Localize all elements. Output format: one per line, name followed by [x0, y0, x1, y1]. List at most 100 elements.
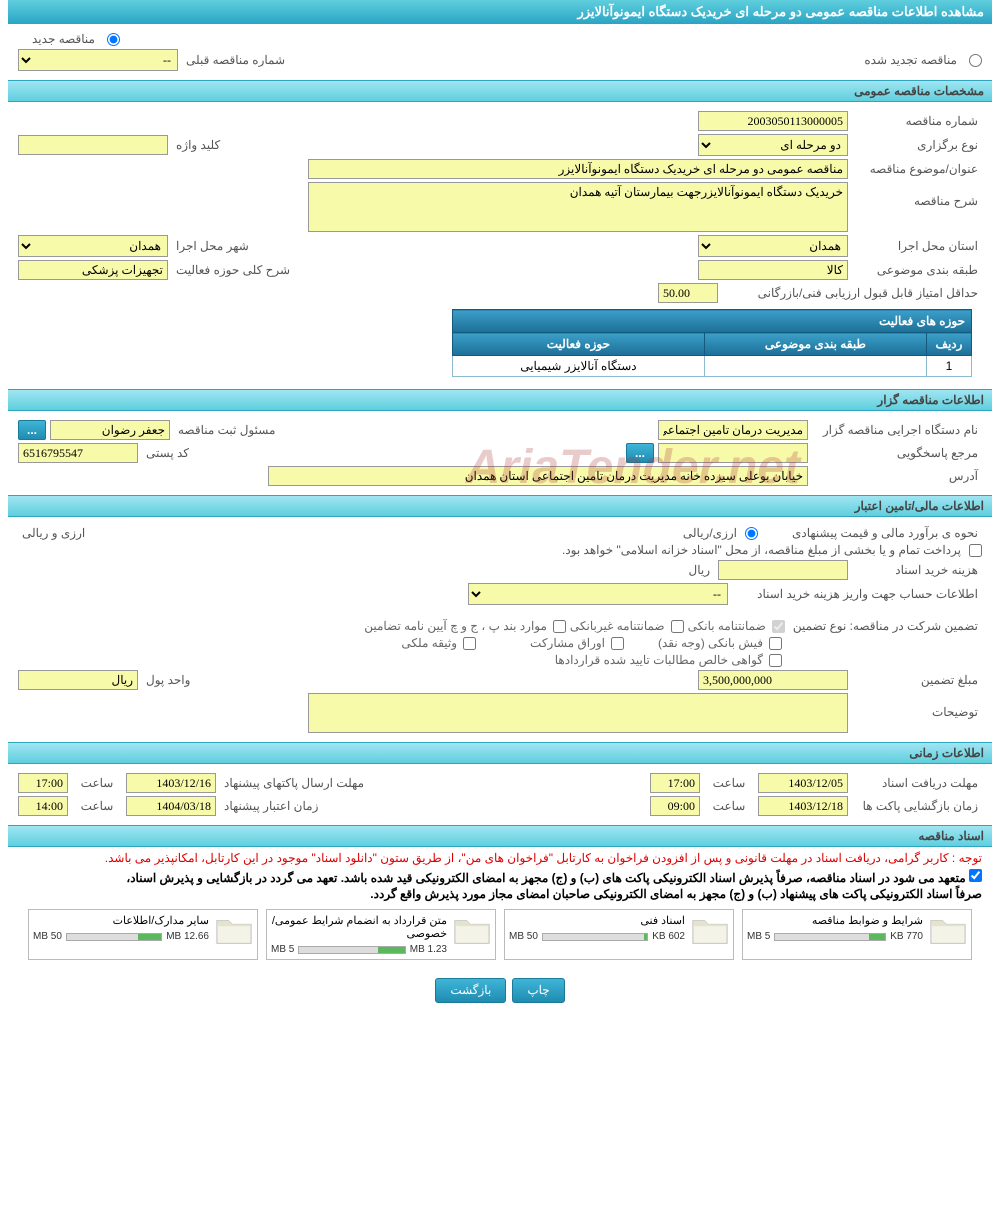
- cb7[interactable]: [769, 654, 782, 667]
- file-info: سایر مدارک/اطلاعات12.66 MB50 MB: [33, 914, 209, 942]
- file-info: اسناد فنی 602 KB50 MB: [509, 914, 685, 942]
- time-label-4: ساعت: [72, 799, 122, 813]
- cell-act: دستگاه آنالایزر شیمیایی: [453, 356, 705, 377]
- cb2[interactable]: [671, 620, 684, 633]
- progress-bar: [298, 946, 405, 954]
- section1-content: شماره مناقصه نوع برگزاری دو مرحله ای کلی…: [8, 102, 992, 389]
- section4-bar: اطلاعات زمانی: [8, 742, 992, 764]
- file-total: 50 MB: [33, 931, 62, 942]
- file-name: اسناد فنی: [509, 914, 685, 927]
- file-progress: 1.23 MB5 MB: [271, 944, 447, 955]
- file-tiles: شرایط و ضوابط مناقصه770 KB5 MB اسناد فنی 6…: [8, 909, 992, 960]
- cb5[interactable]: [611, 637, 624, 650]
- estimate-radio1-label: ارزی/ریالی: [679, 526, 741, 540]
- checkbox-note: متعهد می شود در اسناد مناقصه، صرفاً پذیر…: [126, 871, 965, 885]
- receive-time[interactable]: [650, 773, 700, 793]
- col-category: طبقه بندی موضوعی: [704, 333, 926, 356]
- province-label: استان محل اجرا: [852, 239, 982, 253]
- currency-radio2-label: ارزی و ریالی: [18, 526, 89, 540]
- registrar-lookup-button[interactable]: ...: [18, 420, 46, 440]
- keyword-field[interactable]: [18, 135, 168, 155]
- cb1[interactable]: [772, 620, 785, 633]
- file-tile[interactable]: متن قرارداد به انضمام شرایط عمومی/خصوصی1…: [266, 909, 496, 960]
- open-date[interactable]: [758, 796, 848, 816]
- time-label-2: ساعت: [72, 776, 122, 790]
- time-label-3: ساعت: [704, 799, 754, 813]
- province-select[interactable]: همدان: [698, 235, 848, 257]
- desc-field[interactable]: خریدیک دستگاه ایمونوآنالایزرجهت بیمارستا…: [308, 182, 848, 232]
- accountinfo-label: اطلاعات حساب جهت واریز هزینه خرید اسناد: [732, 587, 982, 601]
- city-select[interactable]: همدان: [18, 235, 168, 257]
- cell-cat: [704, 356, 926, 377]
- section2-title: اطلاعات مناقصه گزار: [877, 393, 984, 407]
- guarantee-amt-field[interactable]: [698, 670, 848, 690]
- postal-field[interactable]: [18, 443, 138, 463]
- file-tile[interactable]: شرایط و ضوابط مناقصه770 KB5 MB: [742, 909, 972, 960]
- valid-date[interactable]: [126, 796, 216, 816]
- org-name-field[interactable]: [658, 420, 808, 440]
- tender-no-field[interactable]: [698, 111, 848, 131]
- notes-field[interactable]: [308, 693, 848, 733]
- minscore-field[interactable]: [658, 283, 718, 303]
- section2-bar: اطلاعات مناقصه گزار: [8, 389, 992, 411]
- prev-number-select[interactable]: --: [18, 49, 178, 71]
- folder-icon: [453, 914, 491, 946]
- accountinfo-select[interactable]: --: [468, 583, 728, 605]
- valid-label: زمان اعتبار پیشنهاد: [220, 799, 322, 813]
- section3-title: اطلاعات مالی/تامین اعتبار: [855, 499, 984, 513]
- org-name-label: نام دستگاه اجرایی مناقصه گزار: [812, 423, 982, 437]
- open-time[interactable]: [650, 796, 700, 816]
- file-tile[interactable]: اسناد فنی 602 KB50 MB: [504, 909, 734, 960]
- section5-content: توجه : کاربر گرامی، دریافت اسناد در مهلت…: [8, 851, 992, 960]
- section4-content: مهلت دریافت اسناد ساعت مهلت ارسال پاکتها…: [8, 764, 992, 825]
- file-total: 50 MB: [509, 931, 538, 942]
- open-label: زمان بازگشایی پاکت ها: [852, 799, 982, 813]
- send-time[interactable]: [18, 773, 68, 793]
- table-row: 1 دستگاه آنالایزر شیمیایی: [453, 356, 972, 377]
- cb3-label: موارد بند پ ، ج و چ آیین نامه تضامین: [364, 619, 547, 633]
- radio-renewed[interactable]: [969, 54, 982, 67]
- subject-field[interactable]: [308, 159, 848, 179]
- cb2-label: ضمانتنامه غیربانکی: [570, 619, 665, 633]
- type-select[interactable]: دو مرحله ای: [698, 134, 848, 156]
- receive-date[interactable]: [758, 773, 848, 793]
- cb4[interactable]: [769, 637, 782, 650]
- activity-table-title: حوزه های فعالیت: [453, 310, 972, 333]
- activity-desc-field[interactable]: [18, 260, 168, 280]
- unit-field[interactable]: [18, 670, 138, 690]
- time-label-1: ساعت: [704, 776, 754, 790]
- respref-field[interactable]: [658, 443, 808, 463]
- progress-bar: [66, 933, 162, 941]
- file-progress: 770 KB5 MB: [747, 931, 923, 942]
- section2-content: نام دستگاه اجرایی مناقصه گزار مسئول ثبت …: [8, 411, 992, 495]
- cb3[interactable]: [553, 620, 566, 633]
- respref-lookup-button[interactable]: ...: [626, 443, 654, 463]
- cb5-label: اوراق مشارکت: [530, 636, 605, 650]
- cb6[interactable]: [463, 637, 476, 650]
- back-button[interactable]: بازگشت: [435, 978, 506, 1003]
- category-field[interactable]: [698, 260, 848, 280]
- prev-number-label: شماره مناقصه قبلی: [182, 53, 289, 67]
- commit-checkbox[interactable]: [969, 869, 982, 882]
- print-button[interactable]: چاپ: [512, 978, 564, 1003]
- address-field[interactable]: [268, 466, 808, 486]
- send-date[interactable]: [126, 773, 216, 793]
- radio-renewed-row: مناقصه تجدید شده: [860, 53, 982, 67]
- col-row: ردیف: [927, 333, 972, 356]
- estimate-label: نحوه ی برآورد مالی و قیمت پیشنهادی: [762, 526, 982, 540]
- doccost-field[interactable]: [718, 560, 848, 580]
- valid-time[interactable]: [18, 796, 68, 816]
- estimate-radio1[interactable]: [745, 527, 758, 540]
- radio-new-row: مناقصه جدید: [28, 32, 972, 46]
- file-name: سایر مدارک/اطلاعات: [33, 914, 209, 927]
- payment-note-cb[interactable]: [969, 544, 982, 557]
- minscore-label: حداقل امتیاز قابل قبول ارزیابی فنی/بازرگ…: [722, 286, 982, 300]
- address-label: آدرس: [812, 469, 982, 483]
- registrar-label: مسئول ثبت مناقصه: [174, 423, 279, 437]
- activity-desc-label: شرح کلی حوزه فعالیت: [172, 263, 294, 277]
- radio-new[interactable]: [107, 33, 120, 46]
- file-info: متن قرارداد به انضمام شرایط عمومی/خصوصی1…: [271, 914, 447, 955]
- file-progress: 602 KB50 MB: [509, 931, 685, 942]
- registrar-field[interactable]: [50, 420, 170, 440]
- file-tile[interactable]: سایر مدارک/اطلاعات12.66 MB50 MB: [28, 909, 258, 960]
